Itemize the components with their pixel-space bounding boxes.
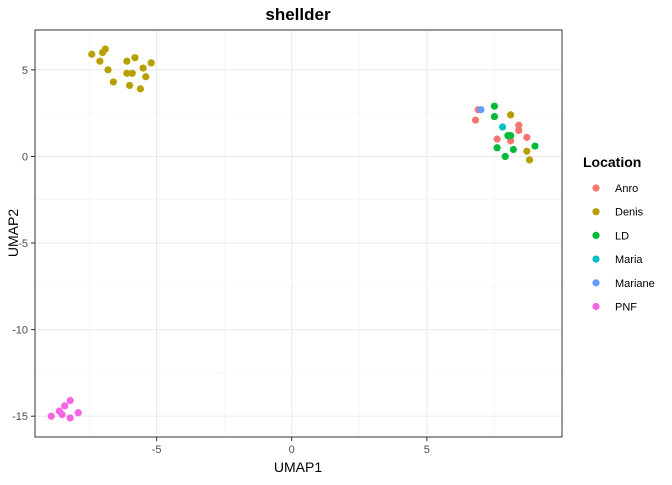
point-anro	[515, 126, 523, 135]
point-pnf	[58, 410, 66, 419]
legend-key-denis	[592, 208, 600, 216]
x-tick-label: -5	[152, 444, 162, 456]
point-anro	[493, 135, 501, 143]
y-tick-label: -15	[12, 411, 28, 423]
point-denis	[131, 54, 139, 62]
legend-key-anro	[592, 184, 600, 192]
legend-label-mariane: Mariane	[615, 278, 655, 290]
point-denis	[125, 81, 134, 90]
x-tick-label: 0	[289, 444, 295, 456]
point-denis	[104, 66, 112, 74]
legend-label-maria: Maria	[615, 254, 643, 266]
point-denis	[109, 78, 117, 86]
point-denis	[123, 57, 131, 65]
point-denis	[147, 59, 155, 67]
grid-layer	[35, 30, 562, 437]
legend-title: Location	[583, 154, 641, 170]
chart-title: shellder	[265, 5, 331, 24]
point-pnf	[47, 412, 55, 420]
y-tick-label: -5	[18, 238, 28, 250]
legend-key-ld	[592, 231, 600, 239]
point-denis	[507, 111, 515, 119]
point-pnf	[61, 402, 69, 410]
point-denis	[139, 64, 147, 72]
point-denis	[123, 69, 131, 77]
point-pnf	[66, 397, 74, 405]
points-layer	[47, 45, 539, 422]
y-tick-label: 0	[22, 151, 28, 163]
point-ld	[504, 132, 512, 140]
y-tick-label: -10	[12, 325, 28, 337]
point-ld	[490, 112, 499, 121]
legend-label-ld: LD	[615, 230, 629, 242]
point-denis	[101, 45, 109, 53]
point-denis	[96, 57, 104, 65]
legend-key-maria	[592, 255, 600, 263]
legend-key-pnf	[592, 302, 600, 311]
axes-layer: -5 0 5 5 0 -5 -10 -15	[12, 65, 430, 456]
point-denis	[142, 73, 150, 81]
x-axis-label: UMAP1	[274, 459, 322, 475]
legend: Location Anro Denis LD Maria Mariane PNF	[583, 154, 655, 314]
legend-label-anro: Anro	[615, 183, 638, 195]
point-anro	[523, 133, 531, 141]
point-ld	[531, 142, 539, 150]
y-axis-label: UMAP2	[5, 209, 21, 257]
point-maria	[498, 123, 507, 131]
x-tick-label: 5	[424, 444, 430, 456]
point-denis	[128, 69, 136, 77]
point-ld	[509, 145, 517, 154]
point-denis	[88, 50, 96, 58]
point-anro	[515, 121, 523, 129]
legend-key-mariane	[592, 279, 600, 287]
point-ld	[493, 144, 501, 152]
point-anro	[471, 116, 480, 124]
point-denis	[525, 156, 534, 164]
point-ld	[490, 102, 499, 110]
point-mariane	[477, 106, 485, 114]
point-denis	[523, 147, 531, 155]
legend-label-pnf: PNF	[615, 302, 637, 314]
point-pnf	[74, 409, 82, 417]
y-tick-label: 5	[22, 65, 28, 77]
point-pnf	[66, 414, 74, 422]
legend-label-denis: Denis	[615, 207, 644, 219]
panel-border	[34, 29, 563, 438]
point-denis	[136, 85, 144, 93]
point-ld	[501, 152, 509, 161]
